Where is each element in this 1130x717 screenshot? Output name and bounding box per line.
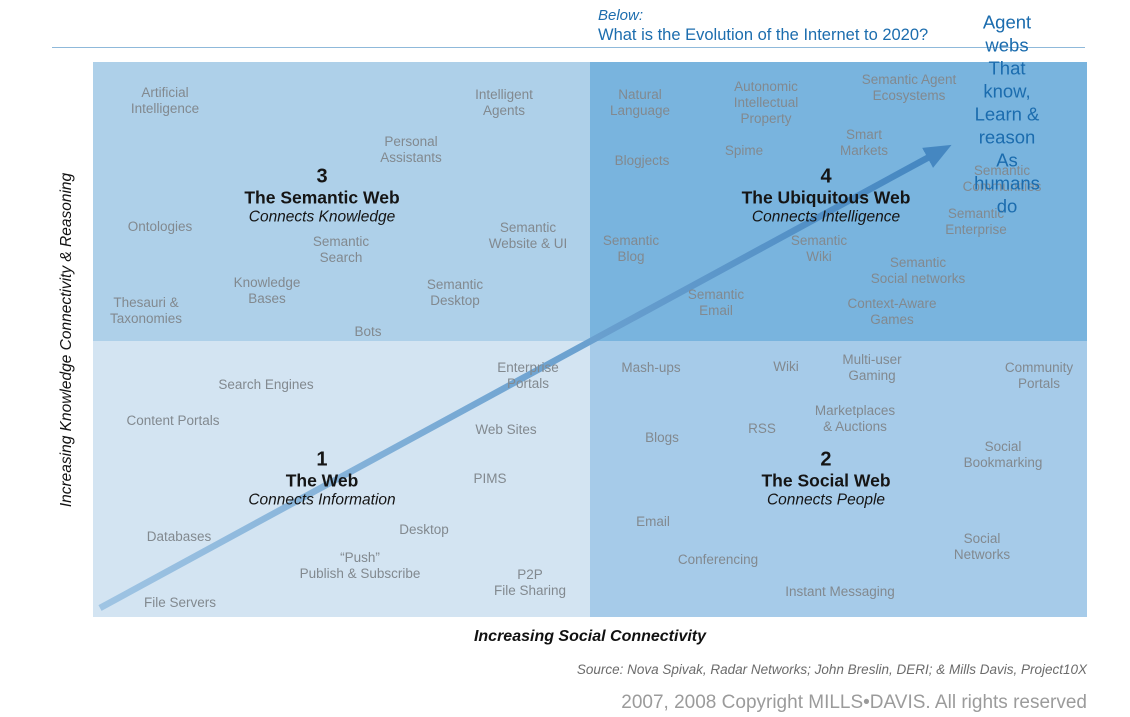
quadrant-bg-social-web: [590, 341, 1087, 617]
quadrant-number: 1: [316, 448, 328, 471]
diagram-label: Web Sites: [475, 422, 537, 437]
diagram-label: PIMS: [473, 471, 507, 486]
diagram-label: Blogjects: [614, 153, 670, 168]
evolution-arrow: [98, 144, 952, 611]
quadrant-name: The Ubiquitous Web: [741, 187, 911, 208]
diagram-label: Natural Language: [609, 87, 671, 118]
y-axis-label: Increasing Knowledge Connectivity & Reas…: [52, 62, 82, 617]
diagram-label: Content Portals: [126, 413, 220, 428]
diagram-label: Multi-user Gaming: [842, 352, 902, 383]
diagram-label: Social Bookmarking: [963, 439, 1043, 470]
quadrant-number: 2: [820, 448, 832, 471]
diagram-label: Spime: [724, 143, 764, 158]
diagram-label: Email: [636, 514, 670, 529]
quadrant-subtitle: Connects Information: [248, 491, 396, 509]
diagram-label: Social Networks: [953, 531, 1011, 562]
page-title: What is the Evolution of the Internet to…: [598, 26, 929, 44]
diagram-label: Artificial Intelligence: [130, 85, 200, 116]
source-credit: Source: Nova Spivak, Radar Networks; Joh…: [576, 662, 1087, 677]
x-axis-label: Increasing Social Connectivity: [473, 628, 707, 645]
diagram-label: Semantic Desktop: [426, 277, 484, 308]
diagram-label: Semantic Email: [687, 287, 745, 318]
diagram-label: Wiki: [773, 359, 799, 374]
diagram-label: Bots: [354, 324, 382, 339]
diagram-label: Context-Aware Games: [847, 296, 937, 327]
diagram-label: Semantic Social networks: [870, 255, 966, 286]
diagram-label: Semantic Wiki: [790, 233, 848, 264]
quadrant-title-web: 1 The Web Connects Information: [248, 449, 395, 510]
diagram-label: Intelligent Agents: [475, 87, 533, 118]
header-kicker: Below:: [598, 7, 644, 24]
quadrant-subtitle: Connects Knowledge: [248, 208, 396, 226]
diagram-label: Personal Assistants: [380, 134, 442, 165]
quadrant-name: The Semantic Web: [244, 187, 400, 208]
quadrant-number: 4: [820, 165, 832, 188]
quadrant-name: The Social Web: [761, 470, 891, 491]
diagram-label: Enterprise Portals: [497, 360, 559, 391]
diagram-label: Conferencing: [677, 552, 759, 567]
diagram-label: Semantic Communities: [962, 163, 1042, 194]
quadrant-bg-semantic-web: [93, 62, 590, 341]
quadrant-diagram: Artificial Intelligence Intelligent Agent…: [93, 12, 1087, 617]
quadrant-number: 3: [316, 165, 328, 188]
quadrant-title-ubiquitous-web: 4 The Ubiquitous Web Connects Intelligence: [742, 166, 911, 227]
diagram-label: Blogs: [645, 430, 679, 445]
diagram-label: Thesauri & Taxonomies: [109, 295, 183, 326]
y-axis-label-text: Increasing Knowledge Connectivity & Reas…: [58, 172, 75, 507]
diagram-label: Semantic Website & UI: [488, 220, 568, 251]
diagram-label: “Push” Publish & Subscribe: [299, 550, 421, 581]
diagram-label: Smart Markets: [839, 127, 889, 158]
diagram-label: Mash-ups: [621, 360, 681, 375]
diagram-label: P2P File Sharing: [493, 567, 567, 598]
copyright-notice: 2007, 2008 Copyright MILLS•DAVIS. All ri…: [621, 692, 1087, 713]
diagram-label: Semantic Blog: [602, 233, 660, 264]
diagram-label: Search Engines: [218, 377, 314, 392]
quadrant-subtitle: Connects People: [766, 491, 886, 509]
quadrant-name: The Web: [285, 470, 359, 491]
diagram-label: Semantic Enterprise: [945, 206, 1007, 237]
diagram-label: Community Portals: [1004, 360, 1074, 391]
diagram-label: Databases: [146, 529, 212, 544]
diagram-label: RSS: [748, 421, 776, 436]
diagram-label: Knowledge Bases: [233, 275, 301, 306]
diagram-label: Marketplaces & Auctions: [814, 403, 896, 434]
diagram-label: Instant Messaging: [785, 584, 895, 599]
diagram-label: Semantic Agent Ecosystems: [861, 72, 957, 103]
diagram-label: Desktop: [399, 522, 449, 537]
diagram-label: Semantic Search: [312, 234, 370, 265]
diagram-label: Ontologies: [127, 219, 193, 234]
quadrant-subtitle: Connects Intelligence: [751, 208, 901, 226]
agent-webs-annotation: Agent webs That know, Learn & reason As …: [974, 11, 1040, 217]
quadrant-title-semantic-web: 3 The Semantic Web Connects Knowledge: [244, 166, 399, 227]
diagram-label: Autonomic Intellectual Property: [733, 79, 799, 126]
diagram-label: File Servers: [143, 595, 217, 610]
quadrant-title-social-web: 2 The Social Web Connects People: [761, 449, 890, 510]
header-rule: [52, 47, 1085, 48]
